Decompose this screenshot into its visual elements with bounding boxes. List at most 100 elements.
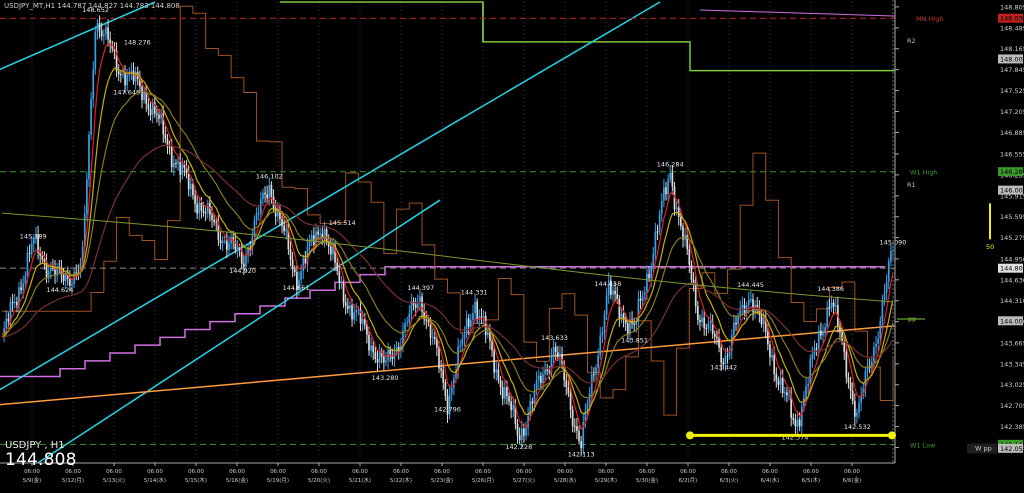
candle-body: [134, 71, 137, 82]
candle-body: [809, 359, 812, 385]
time-axis-date: 5/28(水): [554, 476, 576, 484]
time-axis-date: 5/19(月): [267, 477, 289, 484]
candle-body: [196, 204, 199, 214]
candle-body: [523, 428, 525, 436]
candle-body: [656, 231, 659, 233]
candle-body: [264, 192, 266, 195]
candle-body: [60, 268, 63, 275]
candle-body: [828, 307, 831, 309]
candle-body: [122, 73, 124, 75]
candle-body: [378, 351, 381, 363]
candle-body: [342, 281, 345, 303]
candle-body: [32, 237, 35, 244]
price-axis-label: 144.630: [1000, 276, 1024, 284]
candle-body: [202, 210, 205, 213]
w1-low-label: W1 Low: [910, 441, 936, 449]
price-badge: [998, 167, 1023, 177]
candle-body: [652, 253, 655, 267]
candle-body: [351, 305, 353, 320]
candle-body: [153, 102, 156, 114]
candle-body: [546, 369, 549, 371]
price-badge-label: 148.632: [1000, 15, 1024, 23]
channel-upper-line: [0, 1, 156, 71]
candle-body: [716, 336, 718, 338]
candle-body: [385, 360, 387, 363]
channel-lower-line: [36, 199, 441, 463]
candle-body: [215, 222, 218, 224]
candle-body: [317, 231, 319, 235]
pp-label: pp: [908, 315, 916, 323]
candle-body: [247, 248, 249, 256]
candle-body: [783, 392, 786, 394]
price-annotation: 144.386: [817, 285, 844, 293]
candle-body: [718, 337, 720, 348]
candle-body: [141, 86, 143, 101]
candle-body: [781, 377, 784, 394]
candle-body: [750, 299, 752, 301]
candle-body: [168, 146, 171, 148]
price-annotation: 144.458: [594, 280, 621, 288]
magenta-top-line: [699, 9, 895, 17]
candle-body: [741, 305, 744, 308]
candle-body: [705, 328, 708, 330]
candle-body: [338, 271, 341, 282]
candle-body: [245, 255, 247, 267]
price-badge-label: 148.009: [1000, 55, 1024, 63]
price-axis-label: 143.025: [1000, 381, 1024, 389]
candle-body: [788, 395, 790, 397]
candle-body: [603, 314, 606, 333]
candle-body: [569, 393, 572, 410]
candle-body: [81, 246, 84, 263]
candle-body: [779, 377, 782, 385]
price-badge: [998, 185, 1023, 195]
current-price: 144.808: [5, 450, 77, 470]
candle-body: [841, 332, 843, 342]
price-annotation: 143.442: [710, 363, 737, 371]
candle-body: [752, 299, 754, 313]
time-axis-time: 06:00: [844, 469, 860, 475]
candle-body: [739, 307, 742, 317]
candle-body: [480, 316, 483, 318]
candle-body: [771, 355, 773, 358]
candle-body: [677, 207, 680, 218]
candle-body: [567, 387, 570, 394]
candle-body: [597, 355, 599, 368]
candle-body: [272, 196, 275, 209]
candle-body: [298, 279, 300, 291]
candle-body: [423, 311, 426, 320]
candle-body: [185, 167, 188, 174]
candle-body: [669, 172, 672, 180]
candle-body: [323, 229, 326, 240]
candle-body: [720, 347, 723, 363]
candle-body: [200, 202, 203, 211]
candle-body: [262, 192, 264, 200]
candle-body: [166, 138, 169, 147]
candle-body: [724, 355, 727, 365]
candle-body: [482, 316, 485, 318]
candle-body: [457, 346, 459, 372]
candle-body: [491, 341, 493, 351]
candle-body: [822, 331, 824, 336]
candle-body: [440, 368, 442, 371]
candle-body: [531, 401, 534, 404]
price-annotation: 146.102: [256, 173, 283, 181]
candle-body: [463, 334, 466, 339]
price-annotation: 145.514: [329, 219, 356, 227]
candle-body: [319, 233, 322, 235]
candle-body: [529, 401, 532, 416]
candle-body: [28, 252, 31, 254]
moving-average-line: [1, 43, 894, 431]
candle-body: [586, 403, 589, 412]
candle-body: [234, 240, 237, 250]
candle-body: [266, 194, 269, 199]
price-badge-label: 144.003: [1000, 317, 1024, 325]
candle-body: [643, 292, 646, 296]
candle-body: [775, 373, 778, 381]
w-pp-label: W pp: [975, 444, 992, 452]
candle-body: [147, 103, 150, 110]
candle-body: [877, 338, 879, 344]
candle-body: [711, 321, 714, 334]
